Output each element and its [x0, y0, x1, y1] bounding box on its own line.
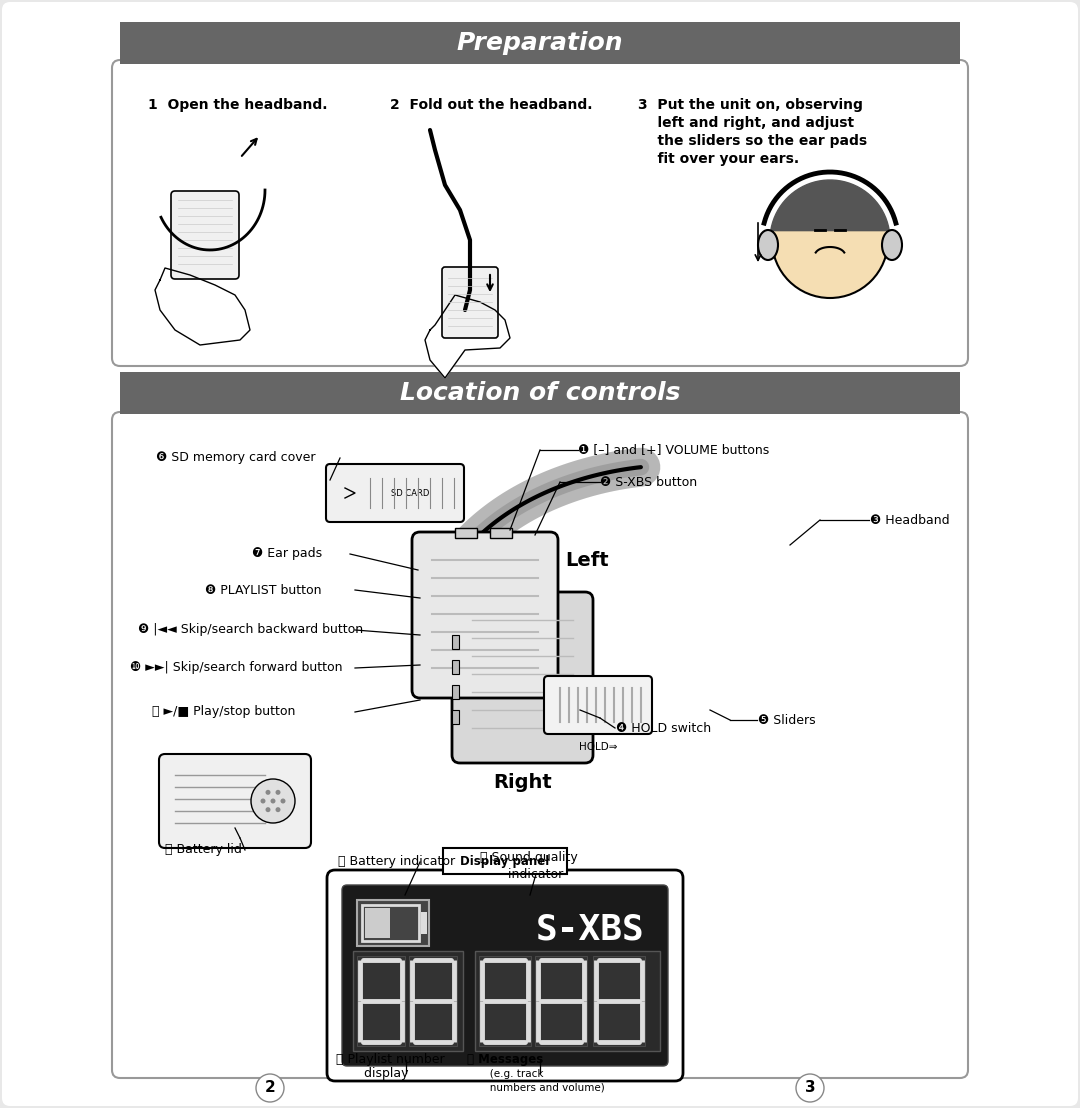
Text: ❺ Sliders: ❺ Sliders [758, 714, 815, 727]
Text: Right: Right [494, 773, 552, 792]
Bar [353, 951, 463, 1051]
Text: indicator: indicator [480, 868, 564, 881]
Circle shape [275, 807, 281, 812]
Text: Preparation: Preparation [457, 31, 623, 55]
Bar [409, 956, 457, 1046]
Text: numbers and volume): numbers and volume) [467, 1083, 605, 1092]
Bar [362, 905, 419, 941]
FancyBboxPatch shape [171, 191, 239, 279]
Text: 3: 3 [805, 1080, 815, 1096]
FancyBboxPatch shape [411, 532, 558, 698]
Text: Left: Left [565, 551, 609, 570]
Circle shape [260, 799, 266, 803]
Text: 2: 2 [265, 1080, 275, 1096]
Circle shape [266, 807, 270, 812]
Circle shape [275, 790, 281, 794]
Bar [120, 22, 960, 64]
FancyBboxPatch shape [327, 870, 683, 1081]
Text: Display panel: Display panel [460, 854, 550, 868]
Text: ❾ |◄◄ Skip/search backward button: ❾ |◄◄ Skip/search backward button [138, 624, 363, 636]
Bar [453, 710, 459, 724]
Bar [357, 956, 405, 1046]
Text: Location of controls: Location of controls [400, 381, 680, 406]
Bar [455, 529, 477, 538]
Circle shape [772, 182, 888, 298]
Text: ⒭ Battery indicator: ⒭ Battery indicator [338, 855, 455, 869]
Bar [475, 951, 660, 1051]
Circle shape [281, 799, 285, 803]
Text: ❷ S-XBS button: ❷ S-XBS button [600, 475, 697, 489]
Text: SD CARD: SD CARD [391, 489, 429, 497]
Bar [453, 660, 459, 674]
Bar [453, 685, 459, 699]
FancyBboxPatch shape [342, 885, 669, 1066]
Text: ⒮ Sound quality: ⒮ Sound quality [480, 852, 578, 864]
Circle shape [796, 1074, 824, 1102]
Text: left and right, and adjust: left and right, and adjust [638, 116, 854, 130]
Text: ⒰ Messages: ⒰ Messages [467, 1054, 543, 1067]
Bar [490, 529, 512, 538]
Ellipse shape [758, 230, 778, 260]
Polygon shape [426, 295, 510, 378]
Polygon shape [156, 268, 249, 345]
Circle shape [256, 1074, 284, 1102]
Text: the sliders so the ear pads: the sliders so the ear pads [638, 134, 867, 148]
FancyBboxPatch shape [544, 676, 652, 733]
Text: fit over your ears.: fit over your ears. [638, 152, 799, 166]
FancyBboxPatch shape [453, 592, 593, 763]
Text: HOLD⇒: HOLD⇒ [579, 742, 618, 752]
Text: ⒯ Playlist number: ⒯ Playlist number [336, 1054, 445, 1067]
Circle shape [266, 790, 270, 794]
Text: 3  Put the unit on, observing: 3 Put the unit on, observing [638, 98, 863, 112]
FancyBboxPatch shape [112, 412, 968, 1078]
Text: display: display [336, 1067, 408, 1080]
Text: (e.g. track: (e.g. track [467, 1069, 543, 1079]
Text: ❸ Headband: ❸ Headband [870, 513, 949, 526]
FancyBboxPatch shape [159, 755, 311, 848]
Text: ⒬ Battery lid: ⒬ Battery lid [165, 843, 242, 856]
FancyBboxPatch shape [443, 848, 567, 874]
Text: ❹ HOLD switch: ❹ HOLD switch [616, 721, 711, 735]
Text: ❽ PLAYLIST button: ❽ PLAYLIST button [205, 584, 322, 596]
Text: S-XBS: S-XBS [537, 913, 645, 947]
Circle shape [270, 799, 275, 803]
Ellipse shape [882, 230, 902, 260]
Text: ⒫ ►/■ Play/stop button: ⒫ ►/■ Play/stop button [152, 706, 295, 718]
Bar [480, 956, 531, 1046]
Text: ❿ ►►| Skip/search forward button: ❿ ►►| Skip/search forward button [130, 661, 342, 675]
Text: ❻ SD memory card cover: ❻ SD memory card cover [156, 451, 315, 464]
Bar [357, 900, 429, 946]
Circle shape [251, 779, 295, 823]
Polygon shape [771, 179, 889, 230]
Bar [120, 372, 960, 414]
FancyBboxPatch shape [112, 60, 968, 366]
Text: ❶ [–] and [+] VOLUME buttons: ❶ [–] and [+] VOLUME buttons [578, 443, 769, 456]
Bar [535, 956, 588, 1046]
Text: 2  Fold out the headband.: 2 Fold out the headband. [390, 98, 593, 112]
FancyBboxPatch shape [326, 464, 464, 522]
Bar [453, 635, 459, 649]
Text: 1  Open the headband.: 1 Open the headband. [148, 98, 327, 112]
Bar [365, 907, 390, 938]
Text: ❼ Ear pads: ❼ Ear pads [252, 547, 322, 561]
Bar [593, 956, 645, 1046]
FancyBboxPatch shape [442, 267, 498, 338]
Bar [421, 912, 427, 934]
